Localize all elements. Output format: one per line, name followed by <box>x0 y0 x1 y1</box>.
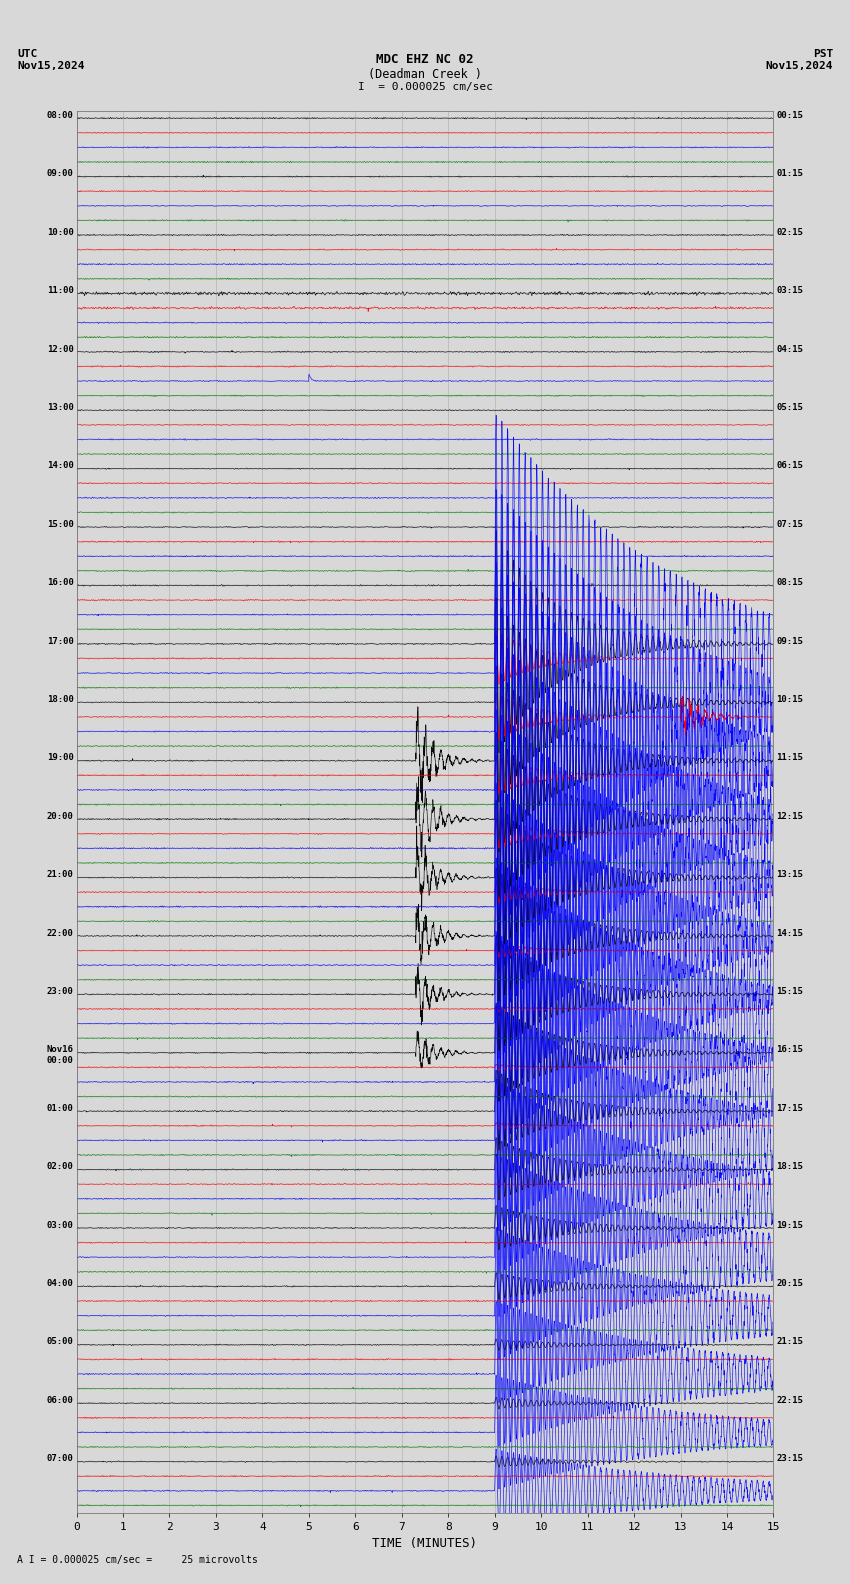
X-axis label: TIME (MINUTES): TIME (MINUTES) <box>372 1538 478 1551</box>
Text: I  = 0.000025 cm/sec: I = 0.000025 cm/sec <box>358 82 492 92</box>
Text: A I = 0.000025 cm/sec =     25 microvolts: A I = 0.000025 cm/sec = 25 microvolts <box>17 1555 258 1565</box>
Text: PST
Nov15,2024: PST Nov15,2024 <box>766 49 833 71</box>
Text: UTC
Nov15,2024: UTC Nov15,2024 <box>17 49 84 71</box>
Text: MDC EHZ NC 02: MDC EHZ NC 02 <box>377 52 473 67</box>
Text: (Deadman Creek ): (Deadman Creek ) <box>368 68 482 81</box>
